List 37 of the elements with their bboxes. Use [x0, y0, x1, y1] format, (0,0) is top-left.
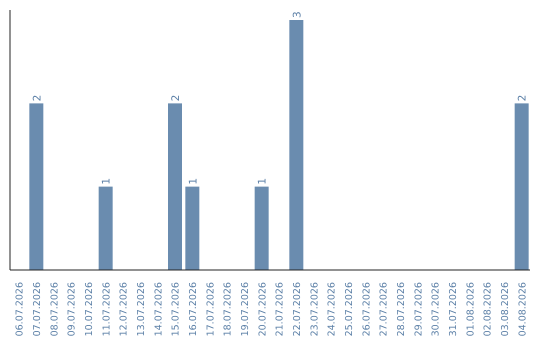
x-tick-label: 02.08.2026: [482, 282, 494, 336]
x-tick-label: 25.07.2026: [344, 282, 355, 336]
x-tick-label: 24.07.2026: [326, 282, 338, 336]
data-label: 1: [100, 178, 113, 185]
x-tick-label: 09.07.2026: [66, 282, 78, 336]
data-label: 1: [256, 178, 269, 185]
x-tick-label: 29.07.2026: [413, 282, 424, 336]
x-tick-label: 04.08.2026: [517, 282, 528, 336]
x-tick-label: 23.07.2026: [309, 282, 320, 336]
data-label: 1: [187, 178, 200, 185]
x-tick-label: 08.07.2026: [49, 282, 60, 336]
x-tick-label: 11.07.2026: [101, 282, 112, 336]
data-label: 3: [291, 11, 304, 18]
x-tick-label: 14.07.2026: [153, 282, 164, 336]
data-label: 2: [516, 94, 529, 102]
x-tick-label: 31.07.2026: [448, 282, 459, 336]
x-tick-label: 01.08.2026: [465, 282, 476, 336]
data-label: 2: [31, 94, 44, 102]
x-tick-label: 22.07.2026: [292, 282, 303, 336]
data-label: 2: [170, 94, 182, 102]
x-tick-label: 15.07.2026: [170, 282, 182, 336]
x-tick-label: 12.07.2026: [118, 282, 130, 336]
x-tick-label: 13.07.2026: [136, 282, 147, 336]
x-tick-label: 10.07.2026: [84, 282, 95, 336]
x-tick-label: 18.07.2026: [222, 282, 234, 336]
x-tick-label: 07.07.2026: [32, 282, 43, 336]
x-tick-label: 19.07.2026: [240, 282, 251, 336]
x-tick-label: 21.07.2026: [274, 282, 286, 336]
x-tick-label: 20.07.2026: [257, 282, 268, 336]
x-tick-label: 03.08.2026: [500, 282, 511, 336]
x-tick-label: 17.07.2026: [205, 282, 216, 336]
x-tick-label: 16.07.2026: [188, 282, 199, 336]
x-tick-label: 06.07.2026: [14, 282, 26, 336]
x-tick-label: 30.07.2026: [430, 282, 442, 336]
x-tick-label: 26.07.2026: [361, 282, 372, 336]
x-tick-label: 28.07.2026: [396, 282, 407, 336]
x-tick-label: 27.07.2026: [378, 282, 390, 336]
